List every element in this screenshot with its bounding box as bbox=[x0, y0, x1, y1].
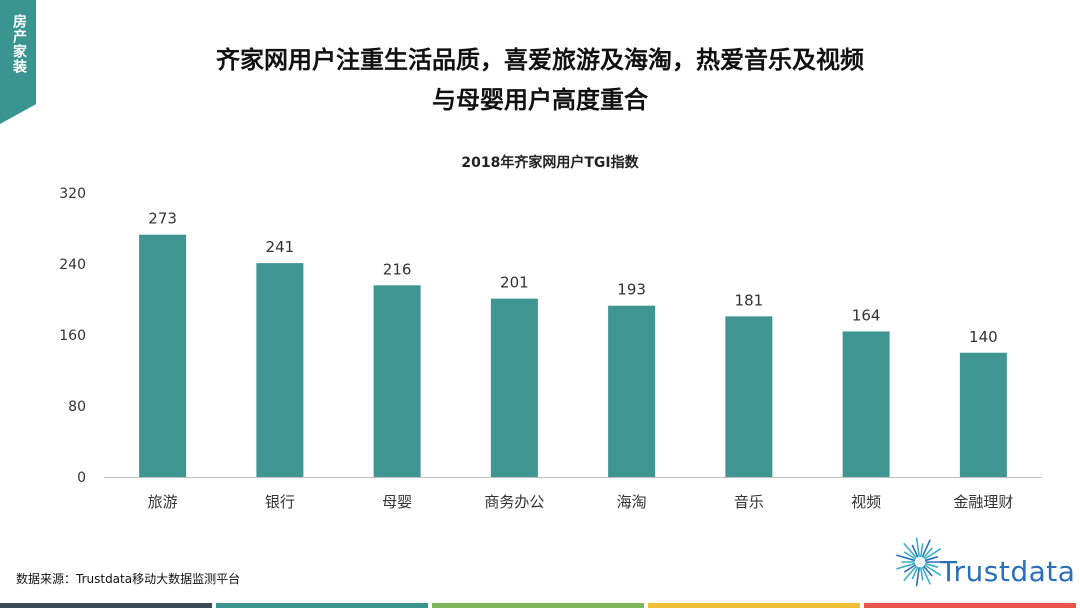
footer-color-segment bbox=[864, 603, 1076, 608]
bar bbox=[490, 298, 538, 477]
headline-line-1: 齐家网用户注重生活品质，喜爱旅游及海淘，热爱音乐及视频 bbox=[216, 46, 864, 74]
x-tick-label: 银行 bbox=[265, 493, 295, 511]
bar bbox=[608, 305, 656, 477]
x-tick-label: 旅游 bbox=[148, 493, 178, 511]
y-tick-label: 80 bbox=[68, 399, 86, 415]
footer-color-segment bbox=[432, 603, 644, 608]
footer-color-segment bbox=[0, 603, 212, 608]
x-tick-label: 音乐 bbox=[734, 493, 764, 511]
x-tick-label: 母婴 bbox=[382, 493, 412, 511]
footer-color-bar bbox=[0, 603, 1080, 608]
trustdata-logo-text: Trustdata bbox=[940, 555, 1076, 588]
data-label: 193 bbox=[617, 281, 646, 299]
bar bbox=[256, 263, 304, 477]
page-headline: 齐家网用户注重生活品质，喜爱旅游及海淘，热爱音乐及视频 与母婴用户高度重合 bbox=[0, 40, 1080, 120]
chart-title: 2018年齐家网用户TGI指数 bbox=[461, 155, 639, 171]
y-tick-label: 240 bbox=[59, 257, 86, 273]
headline-line-2: 与母婴用户高度重合 bbox=[432, 86, 648, 114]
x-tick-label: 金融理财 bbox=[953, 493, 1013, 511]
sunburst-icon bbox=[896, 537, 945, 587]
y-tick-label: 160 bbox=[59, 328, 86, 344]
footer-color-segment bbox=[216, 603, 428, 608]
x-tick-label: 商务办公 bbox=[484, 493, 544, 511]
side-tab-label: 房产家装 bbox=[11, 14, 27, 74]
data-label: 140 bbox=[969, 328, 998, 346]
y-tick-label: 0 bbox=[77, 470, 86, 486]
side-tab bbox=[0, 0, 36, 124]
data-label: 273 bbox=[148, 210, 177, 228]
data-label: 216 bbox=[383, 260, 412, 278]
bar bbox=[842, 331, 890, 477]
bar bbox=[373, 285, 421, 477]
footer-color-segment bbox=[648, 603, 860, 608]
data-label: 164 bbox=[852, 306, 881, 324]
data-label: 181 bbox=[735, 291, 764, 309]
data-label: 201 bbox=[500, 274, 529, 292]
y-tick-label: 320 bbox=[59, 186, 86, 202]
trustdata-logo bbox=[896, 537, 945, 587]
bar bbox=[139, 234, 187, 477]
x-tick-label: 海淘 bbox=[617, 493, 647, 511]
x-tick-label: 视频 bbox=[851, 493, 881, 511]
bar bbox=[959, 352, 1007, 477]
data-source-note: 数据来源：Trustdata移动大数据监测平台 bbox=[16, 572, 241, 586]
data-label: 241 bbox=[266, 238, 295, 256]
bar bbox=[725, 316, 773, 477]
